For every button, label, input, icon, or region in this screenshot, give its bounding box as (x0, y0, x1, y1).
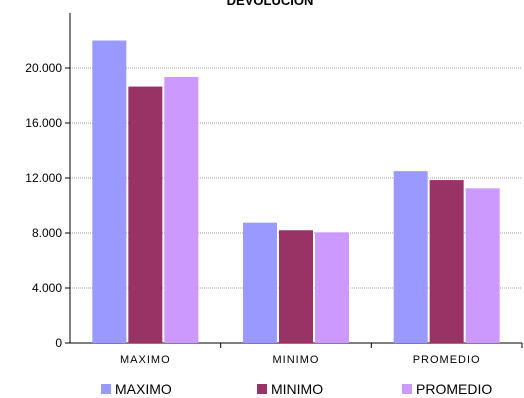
bar-promedio-maximo (164, 76, 199, 343)
y-tick-label: 20.000 (25, 61, 62, 75)
bar-promedio-promedio (465, 188, 500, 343)
y-tick-label: 4.000 (32, 281, 62, 295)
y-tick-label: 16.000 (25, 116, 62, 130)
bar-chart: 0 4.000 8.000 12.000 16.000 20.000 MAXIMO MINIM… (25, 0, 523, 366)
y-tick-label: 8.000 (32, 226, 62, 240)
x-tick-label: MINIMO (273, 354, 320, 366)
legend-swatch (101, 384, 111, 394)
chart-title: DEVOLUCION (227, 0, 314, 8)
legend-swatch (402, 384, 412, 394)
legend-label: MAXIMO (115, 381, 172, 397)
legend-item-minimo: MINIMO (257, 380, 323, 398)
legend-swatch (257, 384, 267, 394)
bars (92, 40, 500, 343)
bar-minimo-promedio (429, 180, 464, 343)
legend: MAXIMO MINIMO PROMEDIO (0, 380, 524, 398)
legend-label: MINIMO (271, 381, 324, 397)
y-tick-label: 0 (55, 336, 62, 350)
legend-label: PROMEDIO (416, 381, 493, 397)
bar-maximo-minimo (243, 222, 277, 343)
y-tick-label: 12.000 (25, 171, 62, 185)
bar-maximo-promedio (393, 171, 428, 343)
bar-minimo-minimo (279, 230, 313, 343)
bar-promedio-minimo (315, 232, 349, 343)
bar-maximo-maximo (92, 40, 127, 343)
tick-labels: 0 4.000 8.000 12.000 16.000 20.000 MAXIMO MINIM… (25, 61, 481, 366)
x-tick-label: PROMEDIO (413, 354, 481, 366)
bar-minimo-maximo (128, 86, 163, 343)
x-tick-label: MAXIMO (120, 354, 171, 366)
legend-item-promedio: PROMEDIO (402, 380, 492, 398)
legend-item-maximo: MAXIMO (101, 380, 172, 398)
